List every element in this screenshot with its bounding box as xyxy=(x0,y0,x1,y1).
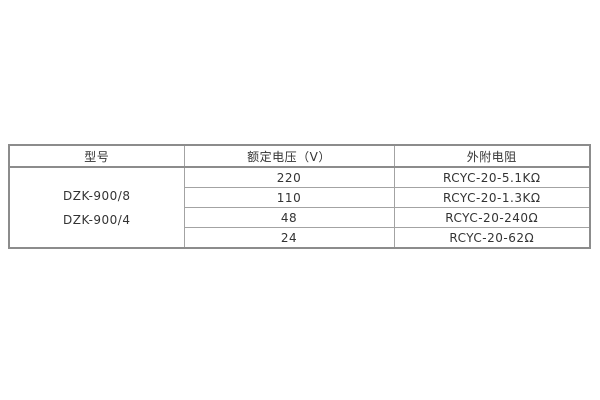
header-cell-model: 型号 xyxy=(8,144,185,168)
spec-table: 型号 额定电压（V） 外附电阻 DZK-900/8 DZK-900/4 220 … xyxy=(8,144,591,249)
resistor-cell: RCYC-20-62Ω xyxy=(393,227,591,249)
model-line-2: DZK-900/4 xyxy=(63,212,131,227)
header-cell-voltage: 额定电压（V） xyxy=(183,144,395,168)
spec-table-header: 型号 额定电压（V） 外附电阻 xyxy=(8,144,591,168)
resistor-cell: RCYC-20-5.1KΩ xyxy=(393,166,591,188)
header-cell-resistor: 外附电阻 xyxy=(393,144,591,168)
voltage-cell: 24 xyxy=(183,227,395,249)
spec-table-container: 型号 额定电压（V） 外附电阻 DZK-900/8 DZK-900/4 220 … xyxy=(8,144,591,249)
resistor-cell: RCYC-20-1.3KΩ xyxy=(393,187,591,208)
spec-table-body: DZK-900/8 DZK-900/4 220 RCYC-20-5.1KΩ 11… xyxy=(8,166,591,249)
voltage-cell: 110 xyxy=(183,187,395,208)
table-row: DZK-900/8 DZK-900/4 220 RCYC-20-5.1KΩ xyxy=(8,166,591,249)
model-line-1: DZK-900/8 xyxy=(63,188,131,203)
table-row: 24 RCYC-20-62Ω xyxy=(9,227,591,249)
resistor-cell: RCYC-20-240Ω xyxy=(393,207,591,228)
header-row: 型号 额定电压（V） 外附电阻 xyxy=(8,144,591,168)
model-cell: DZK-900/8 DZK-900/4 xyxy=(8,166,185,249)
table-row: 48 RCYC-20-240Ω xyxy=(9,207,591,228)
voltage-cell: 220 xyxy=(183,166,395,188)
voltage-cell: 48 xyxy=(183,207,395,228)
